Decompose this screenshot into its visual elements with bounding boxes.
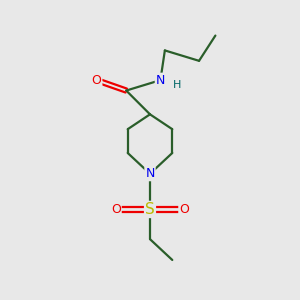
Text: N: N	[145, 167, 155, 180]
Text: O: O	[92, 74, 101, 87]
Text: O: O	[111, 203, 121, 216]
Text: O: O	[179, 203, 189, 216]
Text: N: N	[156, 74, 165, 87]
Text: S: S	[145, 202, 155, 217]
Text: H: H	[172, 80, 181, 90]
